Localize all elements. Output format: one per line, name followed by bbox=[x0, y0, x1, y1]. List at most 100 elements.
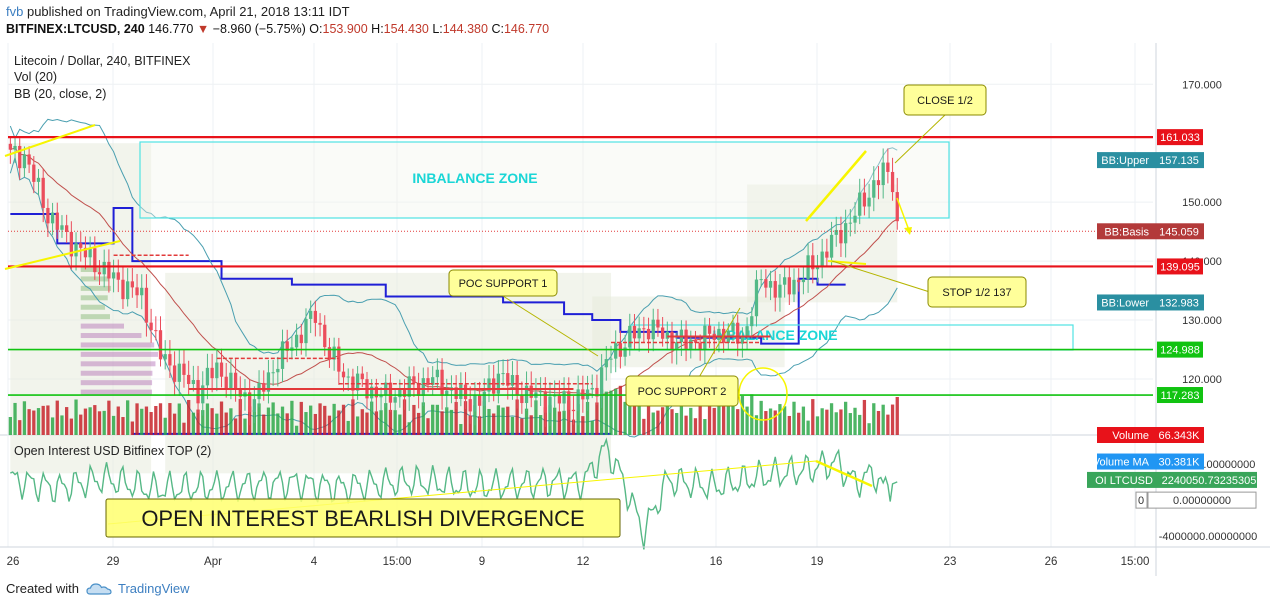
candle-body bbox=[811, 255, 815, 270]
volume-bar bbox=[782, 406, 787, 435]
volume-bar bbox=[731, 394, 735, 435]
volume-bar bbox=[299, 401, 303, 435]
author-name[interactable]: fvb bbox=[6, 4, 24, 19]
candle-body bbox=[398, 388, 402, 398]
volume-bar bbox=[313, 413, 318, 435]
volume-bar bbox=[604, 391, 608, 435]
candle-body bbox=[8, 143, 12, 150]
volume-bar bbox=[553, 407, 557, 435]
volume-bar bbox=[623, 401, 627, 435]
volume-bar bbox=[370, 401, 374, 435]
volume-bars bbox=[8, 383, 899, 435]
volume-bar bbox=[510, 416, 515, 435]
candle-body bbox=[346, 376, 350, 378]
poc-support-1-box bbox=[448, 269, 558, 297]
candle-body bbox=[834, 229, 838, 235]
volume-bar bbox=[628, 383, 632, 435]
oi-zero-marker-text: 0 bbox=[1138, 495, 1144, 507]
volume-bar bbox=[426, 418, 430, 435]
time-axis: 26 29 Apr 4 15:00 9 12 16 19 23 26 15:00 bbox=[7, 556, 1150, 568]
time-tick-label: 23 bbox=[944, 556, 957, 568]
volume-bar bbox=[323, 405, 327, 435]
last-price: 146.770 bbox=[148, 22, 194, 36]
candle-body bbox=[313, 310, 318, 323]
candle-body bbox=[557, 394, 562, 404]
candle-body bbox=[130, 281, 134, 288]
candle-body bbox=[736, 322, 740, 344]
candle-body bbox=[477, 395, 482, 406]
volume-bar bbox=[210, 408, 214, 435]
time-tick-label: 16 bbox=[710, 556, 723, 568]
candle-body bbox=[482, 391, 486, 406]
volume-bar bbox=[843, 401, 848, 435]
candle-body bbox=[487, 378, 491, 392]
candle-body bbox=[172, 365, 177, 382]
volume-bar bbox=[18, 420, 22, 435]
candle-body bbox=[567, 391, 571, 410]
candle-body bbox=[238, 389, 242, 397]
candle-body bbox=[651, 319, 655, 340]
candle-body bbox=[65, 225, 69, 232]
indicator-tag-name: BB:Basis bbox=[1104, 226, 1149, 238]
candle-body bbox=[778, 284, 782, 298]
volume-bar bbox=[801, 406, 806, 435]
volume-bar bbox=[515, 399, 519, 435]
candle-body bbox=[196, 380, 200, 404]
candle-body bbox=[829, 234, 834, 258]
volume-bar bbox=[388, 409, 393, 435]
volume-bar bbox=[243, 418, 247, 435]
volume-bar bbox=[506, 406, 510, 435]
legend-open-interest: Open Interest USD Bitfinex TOP (2) bbox=[14, 444, 211, 458]
volume-bar bbox=[675, 412, 679, 435]
volume-bar bbox=[707, 404, 712, 435]
low-label: L: bbox=[432, 22, 443, 36]
oi-value-tag-name: OI LTCUSD bbox=[1095, 475, 1153, 487]
candle-body bbox=[867, 197, 871, 207]
candle-body bbox=[797, 279, 801, 283]
profile-bar bbox=[80, 351, 159, 357]
imbalance-zone-upper-label: INBALANCE ZONE bbox=[412, 170, 537, 186]
level-price-tag-text: 124.988 bbox=[1160, 345, 1200, 357]
candle-body bbox=[604, 359, 608, 368]
candle-body bbox=[660, 327, 665, 339]
volume-bar bbox=[858, 414, 862, 435]
volume-bar bbox=[642, 418, 646, 435]
candle-body bbox=[69, 231, 73, 257]
volume-bar bbox=[215, 413, 219, 435]
poc-support-2-label: POC SUPPORT 2 bbox=[638, 386, 727, 398]
volume-bar bbox=[126, 400, 130, 435]
candle-body bbox=[177, 363, 181, 382]
yellow-trendline bbox=[4, 124, 96, 157]
imbalance-zone-upper bbox=[139, 141, 950, 219]
candle-body bbox=[407, 376, 411, 397]
candle-body bbox=[97, 272, 102, 275]
volume-bar bbox=[172, 413, 177, 435]
volume-bar bbox=[820, 408, 824, 435]
time-tick-label: 26 bbox=[1045, 556, 1058, 568]
candle-body bbox=[205, 367, 210, 386]
volume-bar bbox=[318, 403, 322, 435]
close-arrow-head bbox=[904, 227, 912, 235]
candle-body bbox=[412, 376, 416, 384]
candle-body bbox=[745, 326, 749, 336]
candle-body bbox=[27, 154, 31, 165]
candle-body bbox=[707, 325, 712, 334]
volume-bar bbox=[599, 389, 604, 435]
volume-bar bbox=[454, 401, 458, 435]
volume-bar bbox=[679, 400, 684, 435]
indicator-tag-value: 132.983 bbox=[1159, 297, 1199, 309]
yellow-trendline bbox=[805, 150, 867, 222]
candle-body bbox=[759, 279, 763, 281]
volume-bar bbox=[721, 404, 726, 435]
level-price-tag-text: 161.033 bbox=[1160, 132, 1200, 144]
volume-bar bbox=[55, 400, 59, 435]
volume-bar bbox=[529, 415, 533, 435]
value-area-dashes bbox=[113, 254, 771, 391]
candle-body bbox=[46, 207, 50, 224]
candle-body bbox=[341, 371, 346, 378]
candle-body bbox=[764, 279, 768, 288]
candle-body bbox=[79, 243, 83, 248]
tradingview-link[interactable]: TradingView bbox=[118, 581, 190, 596]
level-price-tag bbox=[1157, 341, 1203, 358]
